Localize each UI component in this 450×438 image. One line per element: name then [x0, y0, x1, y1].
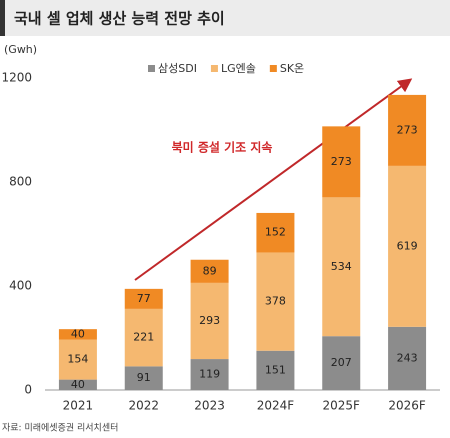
title-bar	[0, 0, 450, 36]
bar-segment	[190, 282, 229, 360]
legend-label: LG엔솔	[221, 62, 256, 75]
title-accent	[0, 0, 5, 36]
data-label: 293	[199, 314, 220, 327]
bar-segment	[388, 94, 427, 166]
y-tick-label: 0	[24, 383, 32, 397]
bar-segment	[190, 359, 229, 390]
x-tick-label: 2024F	[257, 399, 295, 413]
bar-segment	[58, 329, 97, 340]
y-tick-label: 800	[9, 175, 32, 189]
bar-segment	[190, 259, 229, 283]
chart-title: 국내 셀 업체 생산 능력 전망 추이	[14, 10, 225, 28]
trend-arrow	[134, 78, 413, 281]
annotation: 북미 증설 기조 지속	[172, 140, 273, 155]
data-label: 534	[331, 260, 352, 273]
legend-swatch	[269, 65, 277, 72]
x-tick-label: 2023	[194, 399, 225, 413]
x-tick-label: 2025F	[323, 399, 361, 413]
data-label: 221	[133, 331, 154, 344]
data-label: 152	[265, 226, 286, 239]
data-label: 619	[397, 239, 418, 252]
bar-segment	[256, 212, 295, 253]
x-tick-label: 2026F	[388, 399, 426, 413]
y-axis-label: (Gwh)	[4, 43, 37, 56]
x-tick-label: 2021	[63, 399, 94, 413]
bar-segment	[388, 165, 427, 327]
data-label: 378	[265, 295, 286, 308]
bar-segment	[322, 126, 361, 198]
bar-segment	[58, 379, 97, 390]
legend-swatch	[210, 65, 218, 72]
source: 자료: 미래에셋증권 리서치센터	[2, 422, 118, 434]
data-label: 119	[199, 368, 220, 381]
bar-segment	[256, 252, 295, 351]
data-label: 91	[137, 371, 151, 384]
y-tick-label: 1200	[1, 71, 32, 85]
bar-segment	[322, 336, 361, 390]
x-tick-label: 2022	[128, 399, 159, 413]
data-label: 151	[265, 363, 286, 376]
data-label: 273	[331, 155, 352, 168]
legend-swatch	[148, 65, 155, 72]
data-label: 77	[137, 292, 151, 305]
bar-segment	[124, 366, 163, 390]
legend-label: 삼성SDI	[158, 62, 197, 75]
bar-segment	[256, 350, 295, 390]
bar-segment	[124, 308, 163, 367]
data-label: 273	[397, 123, 418, 136]
data-label: 40	[71, 327, 85, 340]
bar-segment	[322, 197, 361, 337]
y-tick-label: 400	[9, 279, 32, 293]
data-label: 154	[67, 353, 88, 366]
data-label: 40	[71, 378, 85, 391]
data-label: 207	[331, 356, 352, 369]
bar-segment	[58, 339, 97, 380]
data-label: 89	[203, 264, 217, 277]
legend-label: SK온	[280, 62, 304, 75]
data-label: 243	[397, 351, 418, 364]
bar-segment	[388, 326, 427, 390]
bar-segment	[124, 288, 163, 309]
